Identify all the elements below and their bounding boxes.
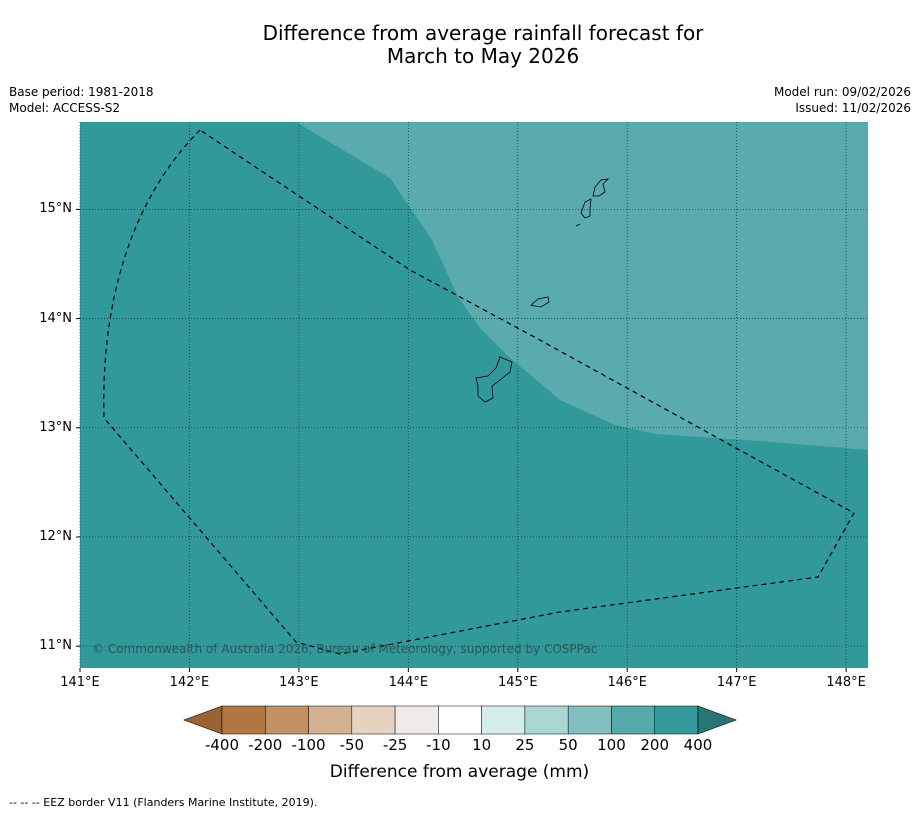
base-period: Base period: 1981-2018 [9,85,154,99]
meta-left: Base period: 1981-2018 Model: ACCESS-S2 [9,84,154,116]
lon-label: 144°E [388,675,429,690]
eez-legend-note: -- -- -- EEZ border V11 (Flanders Marine… [9,796,318,809]
lat-label: 12°N [39,528,72,544]
island-guam [475,356,513,403]
lon-label: 141°E [60,675,100,690]
colorbar-tick-label: -100 [291,736,326,754]
gridlines [79,122,868,668]
island-rota [530,296,550,308]
lat-label: 15°N [39,201,72,217]
model-name: Model: ACCESS-S2 [9,101,121,115]
colorbar-tick-label: -10 [426,736,451,754]
lon-label: 147°E [716,675,757,690]
colorbar-tick-label: 10 [472,736,492,754]
colorbar-label: Difference from average (mm) [329,762,590,782]
model-run: Model run: 09/02/2026 [773,85,911,99]
map-region-mid [296,122,868,450]
copyright-text: © Commonwealth of Australia 2026, Bureau… [92,642,598,656]
colorbar-tick-label: -50 [339,736,365,754]
lon-label: 142°E [169,675,210,690]
chart-title: Difference from average rainfall forecas… [0,22,919,68]
lat-ticks [76,208,80,647]
lon-label: 143°E [279,675,319,690]
island-aguijan [575,223,581,227]
colorbar-tick-label: 400 [683,736,713,754]
colorbar-tick-label: -400 [204,736,240,754]
lon-ticks [79,668,847,672]
lat-label: 14°N [39,310,72,326]
lon-label: 146°E [607,675,647,690]
eez-border [103,129,855,655]
lat-label: 13°N [39,419,72,435]
colorbar-tick-label: 200 [640,736,670,754]
colorbar-tick-label: -200 [248,736,283,754]
lon-label: 145°E [498,675,538,690]
lon-label: 148°E [826,675,866,690]
island-saipan [592,178,610,197]
colorbar-tick-label: 25 [515,736,535,754]
colorbar-tick-label: 50 [558,736,578,754]
islands [475,178,610,403]
lat-label: 11°N [39,638,72,654]
colorbar-tick-label: 100 [597,736,626,754]
island-tinian [580,198,592,219]
meta-right: Model run: 09/02/2026 Issued: 11/02/2026 [774,84,911,116]
title-line-1: Difference from average rainfall forecas… [262,21,704,45]
colorbar-tick-label: -25 [382,736,408,754]
title-line-2: March to May 2026 [386,44,580,68]
issued-date: Issued: 11/02/2026 [795,101,911,115]
